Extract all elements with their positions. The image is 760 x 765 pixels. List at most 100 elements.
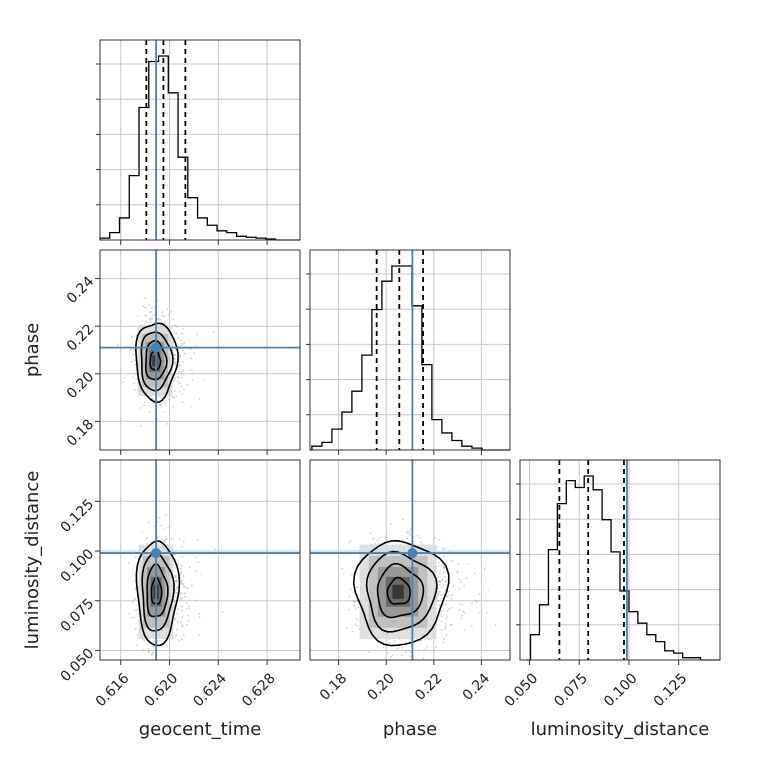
joint-phase-vs-luminosity-distance-sample-point [424, 648, 427, 651]
joint-geocent-time-vs-phase-sample-point [177, 370, 180, 373]
joint-phase-vs-luminosity-distance-sample-point [387, 642, 390, 645]
joint-geocent-time-vs-luminosity-distance-sample-point [180, 573, 182, 575]
joint-geocent-time-vs-phase-sample-point [174, 354, 177, 356]
joint-geocent-time-vs-phase-sample-point [189, 369, 192, 371]
joint-phase-vs-luminosity-distance-sample-point [356, 586, 358, 589]
joint-geocent-time-vs-phase-sample-point [189, 357, 192, 360]
joint-geocent-time-vs-phase-sample-point [181, 376, 183, 379]
joint-phase-vs-luminosity-distance-sample-point [450, 597, 453, 600]
joint-geocent-time-vs-phase-sample-point [160, 397, 163, 400]
joint-geocent-time-vs-phase-sample-point [180, 344, 183, 347]
joint-geocent-time-vs-luminosity-distance-sample-point [174, 567, 177, 569]
x-tick-label-phase: 0.22 [412, 670, 445, 703]
hist-geocent-time-border [99, 39, 301, 241]
joint-phase-vs-luminosity-distance-sample-point [354, 623, 357, 626]
joint-geocent-time-vs-luminosity-distance-sample-point [163, 541, 166, 543]
joint-geocent-time-vs-luminosity-distance-sample-point [133, 597, 136, 600]
joint-geocent-time-vs-phase-sample-point [158, 319, 160, 321]
joint-geocent-time-vs-phase-sample-point [174, 390, 176, 392]
joint-geocent-time-vs-luminosity-distance-sample-point [181, 545, 183, 548]
joint-geocent-time-vs-phase-sample-point [164, 321, 167, 323]
joint-geocent-time-vs-phase-sample-point [198, 397, 201, 400]
joint-phase-vs-luminosity-distance-sample-point [390, 522, 393, 525]
joint-phase-vs-luminosity-distance-sample-point [449, 623, 452, 626]
joint-phase-vs-luminosity-distance-sample-point [444, 569, 447, 572]
joint-geocent-time-vs-luminosity-distance-sample-point [196, 539, 199, 542]
y-axis-title-luminosity-distance: luminosity_distance [22, 471, 43, 650]
joint-geocent-time-vs-phase-sample-point [157, 396, 160, 398]
joint-geocent-time-vs-phase-sample-point [148, 304, 151, 306]
joint-phase-vs-luminosity-distance-sample-point [444, 622, 446, 625]
joint-geocent-time-vs-phase-sample-point [173, 332, 175, 335]
joint-geocent-time-vs-phase-sample-point [148, 410, 151, 413]
joint-geocent-time-vs-phase-sample-point [174, 324, 177, 326]
joint-geocent-time-vs-luminosity-distance-sample-point [134, 598, 136, 600]
joint-phase-vs-luminosity-distance-contour [376, 562, 425, 619]
joint-geocent-time-vs-luminosity-distance-sample-point [137, 637, 140, 640]
joint-geocent-time-vs-luminosity-distance-sample-point [183, 575, 185, 578]
joint-geocent-time-vs-luminosity-distance-sample-point [163, 528, 166, 531]
joint-phase-vs-luminosity-distance-sample-point [461, 603, 463, 606]
joint-geocent-time-vs-luminosity-distance-sample-point [176, 620, 179, 623]
joint-geocent-time-vs-luminosity-distance-sample-point [174, 589, 177, 591]
joint-phase-vs-luminosity-distance-sample-point [437, 592, 440, 595]
joint-phase-vs-luminosity-distance-sample-point [372, 537, 375, 540]
joint-phase-vs-luminosity-distance-sample-point [368, 651, 371, 654]
joint-phase-vs-luminosity-distance-sample-point [404, 651, 407, 653]
joint-geocent-time-vs-phase-sample-point [132, 353, 135, 356]
joint-geocent-time-vs-phase-sample-point [149, 311, 152, 313]
joint-phase-vs-luminosity-distance-sample-point [409, 655, 411, 658]
joint-geocent-time-vs-phase-sample-point [123, 376, 126, 379]
joint-phase-vs-luminosity-distance-sample-point [441, 547, 444, 549]
joint-phase-vs-luminosity-distance-sample-point [446, 616, 449, 619]
joint-phase-vs-luminosity-distance-sample-point [458, 587, 461, 590]
joint-phase-vs-luminosity-distance-sample-point [447, 590, 449, 593]
joint-phase-vs-luminosity-distance-sample-point [458, 603, 461, 605]
joint-phase-vs-luminosity-distance-sample-point [444, 575, 447, 578]
joint-geocent-time-vs-phase-sample-point [174, 376, 176, 379]
joint-geocent-time-vs-luminosity-distance-sample-point [221, 611, 224, 613]
joint-phase-vs-luminosity-distance-sample-point [358, 628, 360, 630]
joint-geocent-time-vs-luminosity-distance-sample-point [180, 592, 183, 594]
joint-geocent-time-vs-luminosity-distance-sample-point [183, 595, 186, 598]
joint-phase-vs-luminosity-distance-sample-point [456, 570, 459, 573]
joint-geocent-time-vs-luminosity-distance-sample-point [136, 608, 138, 611]
joint-geocent-time-vs-phase-sample-point [153, 321, 156, 324]
joint-phase-vs-luminosity-distance-sample-point [352, 600, 355, 603]
hist-phase-border [309, 249, 511, 451]
y-tick-label-phase: 0.22 [64, 321, 97, 354]
joint-geocent-time-vs-luminosity-distance-sample-point [179, 598, 182, 601]
joint-phase-vs-luminosity-distance-sample-point [387, 652, 389, 655]
joint-geocent-time-vs-luminosity-distance-sample-point [143, 639, 146, 642]
joint-geocent-time-vs-phase-sample-point [163, 411, 166, 414]
joint-geocent-time-vs-phase-sample-point [173, 361, 176, 364]
joint-geocent-time-vs-phase-sample-point [183, 352, 186, 355]
x-tick-label-geocent-time: 0.628 [239, 670, 279, 710]
joint-phase-vs-luminosity-distance-sample-point [356, 618, 358, 621]
joint-geocent-time-vs-luminosity-distance-sample-point [152, 651, 154, 654]
joint-phase-vs-luminosity-distance-sample-point [438, 580, 441, 583]
joint-geocent-time-vs-luminosity-distance-sample-point [146, 537, 148, 540]
joint-phase-vs-luminosity-distance-sample-point [439, 613, 442, 616]
joint-phase-vs-luminosity-distance-sample-point [437, 561, 440, 564]
joint-phase-vs-luminosity-distance-sample-point [442, 555, 445, 558]
joint-phase-vs-luminosity-distance-sample-point [442, 548, 445, 551]
joint-geocent-time-vs-phase-sample-point [161, 314, 164, 317]
joint-geocent-time-vs-phase-sample-point [151, 307, 153, 310]
joint-geocent-time-vs-phase-sample-point [191, 378, 194, 381]
joint-phase-vs-luminosity-distance-sample-point [445, 618, 447, 621]
joint-geocent-time-vs-luminosity-distance-sample-point [181, 555, 184, 558]
joint-phase-vs-luminosity-distance-sample-point [437, 594, 440, 597]
joint-phase-vs-luminosity-distance-sample-point [439, 583, 441, 586]
joint-phase-vs-luminosity-distance-sample-point [465, 577, 468, 580]
joint-geocent-time-vs-luminosity-distance-sample-point [195, 570, 197, 573]
joint-phase-vs-luminosity-distance-sample-point [349, 573, 352, 576]
joint-phase-vs-luminosity-distance-contour [386, 576, 411, 605]
y-tick-label-luminosity-distance: 0.125 [58, 496, 98, 536]
joint-geocent-time-vs-luminosity-distance-sample-point [178, 538, 181, 540]
joint-geocent-time-vs-luminosity-distance-sample-point [161, 646, 164, 648]
joint-geocent-time-vs-phase-sample-point [173, 354, 175, 357]
x-tick-label-phase: 0.20 [365, 670, 398, 703]
joint-phase-vs-luminosity-distance-sample-point [418, 649, 420, 652]
joint-geocent-time-vs-phase-sample-point [156, 299, 159, 302]
